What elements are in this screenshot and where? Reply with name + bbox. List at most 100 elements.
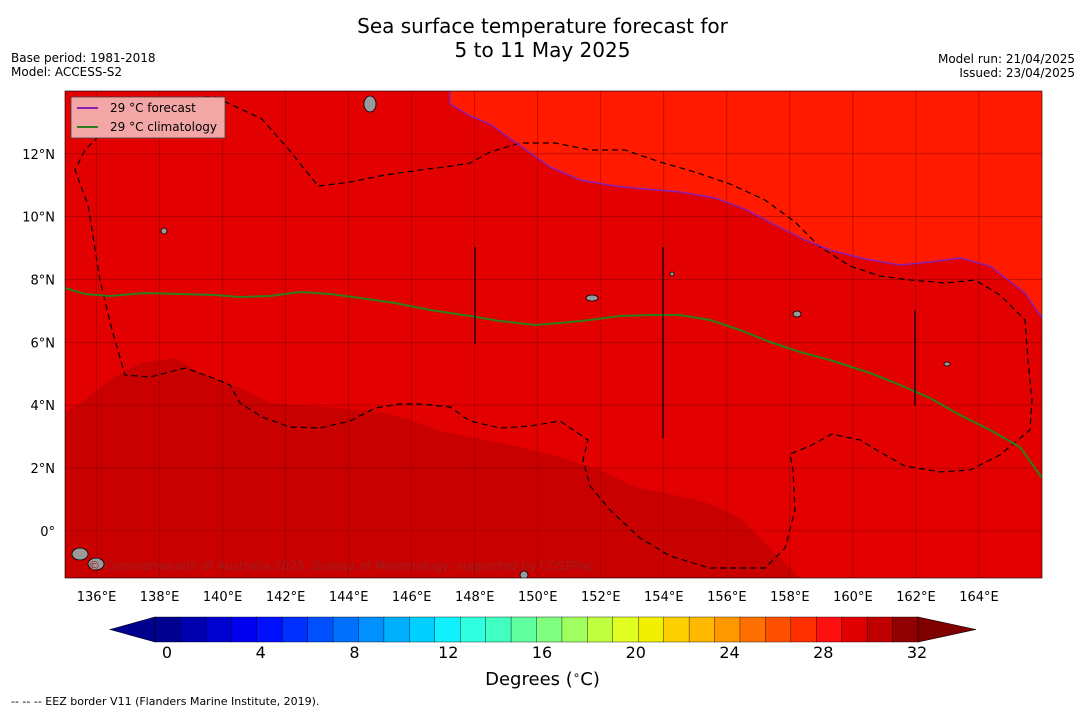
- island: [71, 547, 89, 561]
- island: [585, 294, 599, 302]
- colorbar-segment: [612, 616, 639, 643]
- colorbar-segment: [663, 616, 690, 643]
- colorbar-tick-label: 20: [626, 643, 646, 662]
- lon-tick-label: 152°E: [581, 590, 621, 605]
- colorbar-tick-label: 4: [256, 643, 266, 662]
- island: [160, 227, 168, 235]
- lon-tick-label: 138°E: [140, 590, 180, 605]
- lon-tick-label: 142°E: [266, 590, 306, 605]
- title-line-2: 5 to 11 May 2025: [454, 38, 631, 62]
- legend: 29 °C forecast 29 °C climatology: [70, 96, 226, 139]
- colorbar-segment: [790, 616, 817, 643]
- lat-tick-label: 6°N: [31, 336, 56, 351]
- colorbar-segment: [561, 616, 588, 643]
- lon-tick-label: 136°E: [77, 590, 117, 605]
- colorbar-tick-label: 24: [719, 643, 739, 662]
- sst-warm-region: [450, 91, 1042, 318]
- island: [943, 361, 951, 367]
- lon-tick-label: 158°E: [770, 590, 810, 605]
- metadata-right: Model run: 21/04/2025 Issued: 23/04/2025: [938, 52, 1075, 80]
- lon-tick-label: 164°E: [959, 590, 999, 605]
- colorbar-tick-label: 28: [813, 643, 833, 662]
- legend-label: 29 °C climatology: [110, 120, 217, 134]
- colorbar-low-extend: [108, 616, 156, 643]
- lon-tick-label: 160°E: [833, 590, 873, 605]
- colorbar-tick-label: 0: [162, 643, 172, 662]
- island: [669, 271, 675, 277]
- island-landmasses: [71, 95, 951, 578]
- forecast-29c-contour: [449, 91, 1042, 319]
- lat-tick-label: 12°N: [22, 148, 55, 163]
- map-frame: [64, 90, 1043, 579]
- colorbar-tick-label: 8: [349, 643, 359, 662]
- colorbar-segment: [638, 616, 665, 643]
- colorbar-tick-label: 12: [438, 643, 458, 662]
- colorbar-segment: [154, 616, 181, 643]
- colorbar-segment: [383, 616, 410, 643]
- island: [792, 310, 802, 318]
- colorbar-segment: [841, 616, 868, 643]
- lat-tick-label: 4°N: [31, 399, 56, 414]
- eez-border-line: [74, 96, 1033, 569]
- colorbar-segment: [281, 616, 309, 643]
- colorbar-label: Degrees (∘C): [485, 668, 600, 690]
- colorbar-segment: [307, 616, 334, 643]
- colorbar-segment: [205, 616, 232, 643]
- colorbar-segment: [536, 616, 563, 643]
- latitude-axis: 0° 2°N 4°N 6°N 8°N 10°N 12°N: [22, 148, 55, 540]
- colorbar-tick-label: 16: [532, 643, 552, 662]
- colorbar-segment: [510, 616, 538, 643]
- eez-footnote: -- -- -- EEZ border V11 (Flanders Marine…: [11, 695, 320, 708]
- lon-tick-label: 148°E: [455, 590, 495, 605]
- colorbar-segment: [434, 616, 461, 643]
- lon-tick-label: 150°E: [518, 590, 558, 605]
- island: [519, 570, 529, 578]
- colorbar-tick-label: 32: [907, 643, 927, 662]
- colorbar-segment: [358, 616, 385, 643]
- degree-symbol: ∘: [572, 668, 581, 682]
- lat-tick-label: 10°N: [22, 211, 55, 226]
- model-name: Model: ACCESS-S2: [11, 65, 123, 79]
- colorbar-segment: [714, 616, 741, 643]
- island: [87, 557, 105, 571]
- colorbar-segment: [816, 616, 843, 643]
- metadata-left: Base period: 1981-2018 Model: ACCESS-S2: [11, 51, 156, 79]
- legend-label: 29 °C forecast: [110, 101, 196, 115]
- lat-tick-label: 8°N: [31, 274, 56, 289]
- colorbar-segment: [409, 616, 436, 643]
- colorbar-segment: [332, 616, 359, 643]
- colorbar-segment: [587, 616, 614, 643]
- colorbar-segment: [688, 616, 716, 643]
- colorbar-segment: [765, 616, 792, 643]
- colorbar-segment: [256, 616, 283, 643]
- climatology-29c-contour: [65, 287, 1042, 479]
- lon-tick-label: 154°E: [644, 590, 684, 605]
- title-line-1: Sea surface temperature forecast for: [357, 14, 728, 38]
- colorbar-segment: [739, 616, 766, 643]
- colorbar-segment: [180, 616, 207, 643]
- legend-box: [70, 96, 226, 139]
- island: [363, 95, 377, 113]
- lon-tick-label: 162°E: [896, 590, 936, 605]
- colorbar-segment: [460, 616, 487, 643]
- lat-tick-label: 2°N: [31, 462, 56, 477]
- base-period: Base period: 1981-2018: [11, 51, 156, 65]
- colorbar-segment: [892, 616, 919, 643]
- graticule-grid: [65, 91, 1042, 578]
- lon-tick-label: 156°E: [707, 590, 747, 605]
- map-plot-area: © Commonwealth of Australia 2025, Bureau…: [65, 91, 1042, 578]
- chart-title: Sea surface temperature forecast for 5 t…: [0, 14, 1085, 62]
- colorbar-segment: [231, 616, 258, 643]
- colorbar: 0 4 8 12 16 20 24 28 32: [108, 616, 977, 662]
- model-run: Model run: 21/04/2025: [937, 52, 1075, 66]
- colorbar-segment: [866, 616, 894, 643]
- lon-tick-label: 146°E: [392, 590, 432, 605]
- longitude-axis: 136°E 138°E 140°E 142°E 144°E 146°E 148°E 150°E…: [77, 590, 999, 605]
- copyright-watermark: © Commonwealth of Australia 2025, Bureau…: [88, 559, 593, 573]
- colorbar-high-extend: [917, 616, 977, 643]
- lon-tick-label: 144°E: [329, 590, 369, 605]
- colorbar-segment: [485, 616, 512, 643]
- issued-date: Issued: 23/04/2025: [959, 66, 1075, 80]
- lat-tick-label: 0°: [40, 525, 55, 540]
